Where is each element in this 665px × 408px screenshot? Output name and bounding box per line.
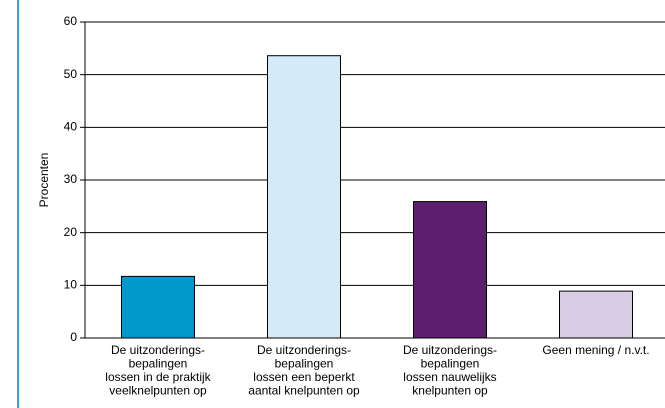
x-tick-label: De uitzonderings-bepalingen lossen een be… xyxy=(248,343,360,398)
y-tick-label: 20 xyxy=(64,225,78,239)
x-tick-label: Geen mening / n.v.t. xyxy=(542,343,649,357)
y-tick-label: 50 xyxy=(64,67,78,81)
y-tick-label: 40 xyxy=(64,120,78,134)
y-tick-label: 60 xyxy=(64,14,78,28)
bar xyxy=(267,55,341,339)
y-tick-label: 10 xyxy=(64,278,78,292)
bar xyxy=(559,290,633,339)
x-tick-label: De uitzonderings-bepalingen lossen in de … xyxy=(105,343,211,398)
x-tick-label: De uitzonderings-bepalingen lossen nauwel… xyxy=(403,343,497,398)
y-tick-label: 0 xyxy=(70,330,77,344)
y-tick-label: 30 xyxy=(64,172,78,186)
bar xyxy=(413,201,487,339)
bar xyxy=(121,275,195,339)
y-axis-label: Procenten xyxy=(37,153,51,208)
